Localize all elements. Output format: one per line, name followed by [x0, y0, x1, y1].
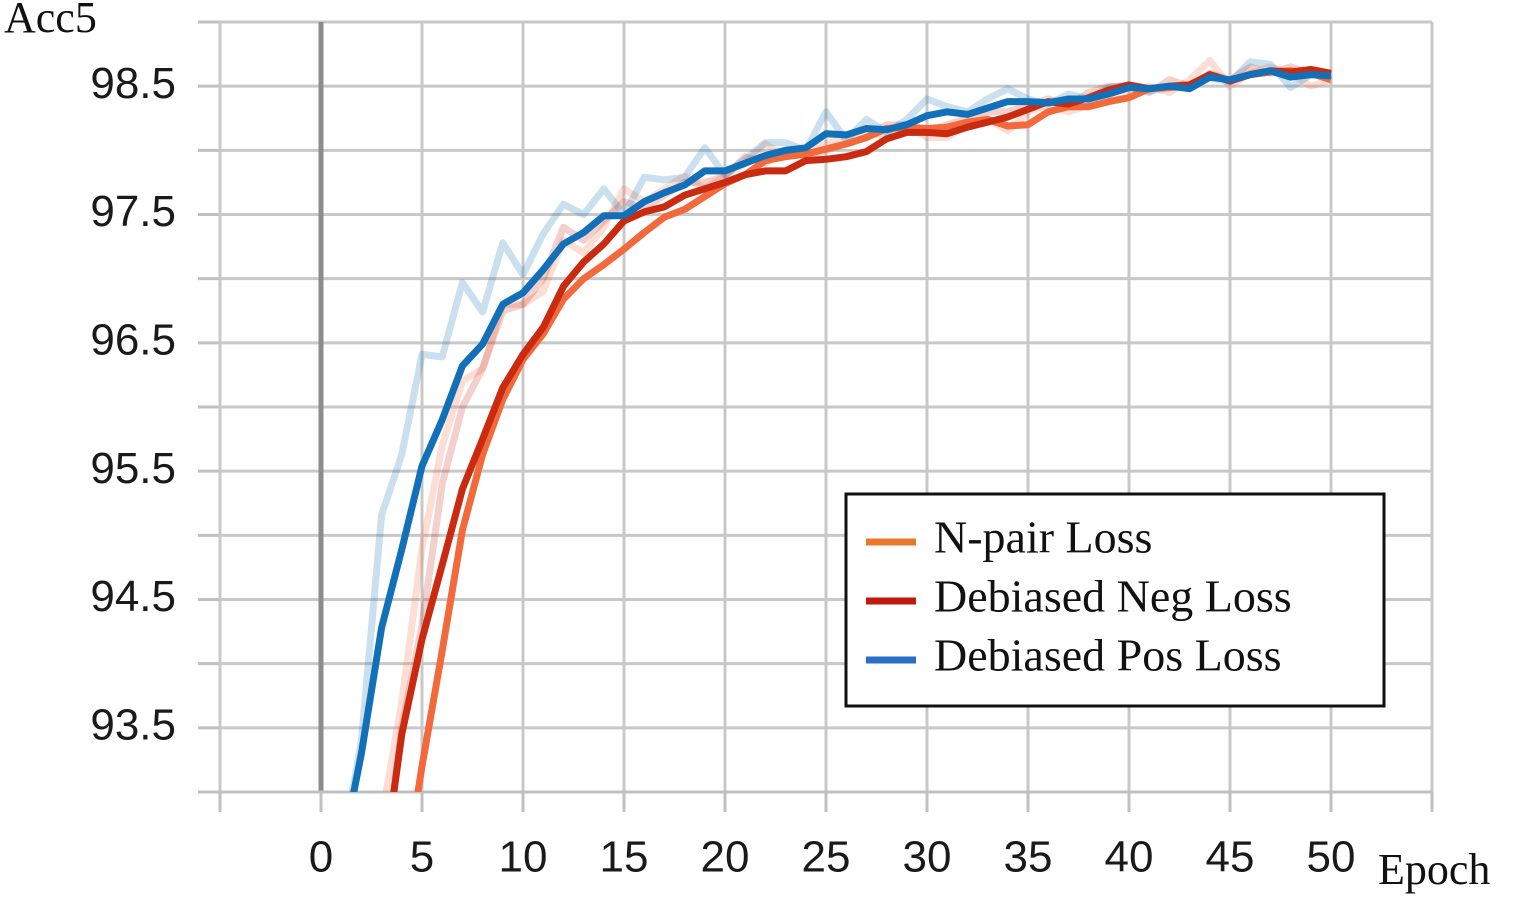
- x-tick-label: 35: [1004, 833, 1053, 882]
- raw-line: [348, 58, 1332, 792]
- x-tick-label: 45: [1206, 833, 1255, 882]
- x-tick-label: 50: [1307, 833, 1356, 882]
- y-tick-label: 94.5: [90, 572, 176, 621]
- x-tick-label: 40: [1105, 833, 1154, 882]
- legend: N-pair Loss Debiased Neg Loss Debiased Pos…: [844, 492, 1386, 708]
- x-tick-label: 25: [802, 833, 851, 882]
- legend-label: N-pair Loss: [934, 512, 1152, 563]
- y-tick-label: 95.5: [90, 444, 176, 493]
- x-axis-label: Epoch: [1378, 845, 1490, 894]
- y-tick-label: 96.5: [90, 315, 176, 364]
- legend-label: Debiased Pos Loss: [934, 630, 1282, 681]
- line: [414, 67, 1333, 792]
- x-tick-label: 30: [903, 833, 952, 882]
- x-tick-label: 0: [309, 833, 333, 882]
- grid: 93.5 94.5 95.5 96.5 97.5 98.5 0 5 10 15 20 25 30 35 40…: [90, 20, 1434, 882]
- y-tick-label: 97.5: [90, 187, 176, 236]
- line: [350, 67, 1332, 792]
- x-tick-label: 10: [499, 833, 548, 882]
- plot-area: [348, 57, 1333, 792]
- legend-label: Debiased Neg Loss: [934, 571, 1292, 622]
- x-tick-label: 5: [410, 833, 434, 882]
- y-tick-label: 93.5: [90, 700, 176, 749]
- x-tick-label: 20: [701, 833, 750, 882]
- legend-box: [844, 492, 1386, 708]
- y-axis-label: Acc5: [4, 0, 97, 42]
- x-tick-label: 15: [600, 833, 649, 882]
- y-tick-label: 98.5: [90, 59, 176, 108]
